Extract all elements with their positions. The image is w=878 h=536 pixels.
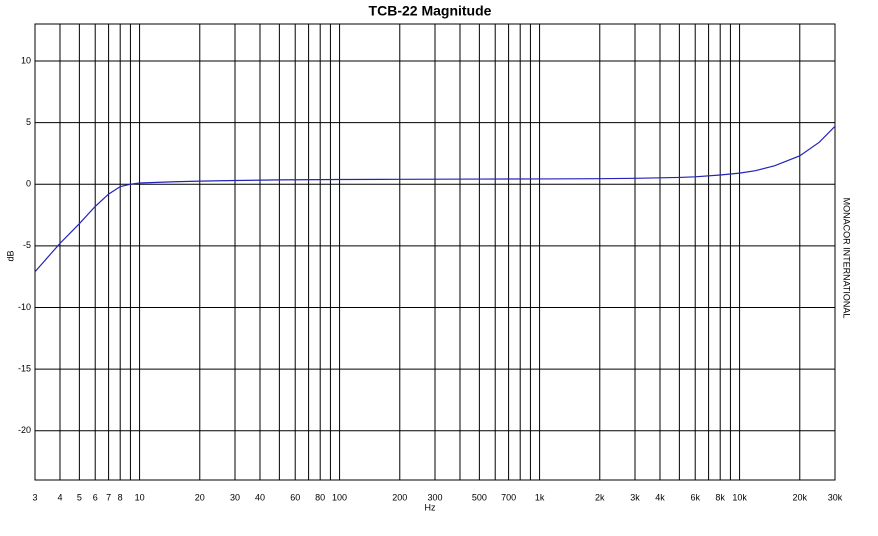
x-tick-label: 10	[135, 492, 145, 502]
y-tick-label: 0	[26, 179, 31, 189]
plot-frame	[34, 23, 836, 481]
x-tick-label: 8	[118, 492, 123, 502]
y-axis-label: dB	[5, 250, 15, 261]
x-tick-label: 80	[315, 492, 325, 502]
x-tick-label: 6k	[690, 492, 700, 502]
x-tick-label: 60	[290, 492, 300, 502]
chart-title: TCB-22 Magnitude	[369, 3, 492, 19]
y-tick-label: -20	[18, 425, 31, 435]
y-tick-label: -5	[23, 240, 31, 250]
x-tick-label: 7	[106, 492, 111, 502]
x-tick-label: 40	[255, 492, 265, 502]
y-tick-label: 10	[21, 55, 31, 65]
x-tick-label: 30k	[828, 492, 843, 502]
x-tick-label: 100	[332, 492, 347, 502]
x-tick-label: 20	[195, 492, 205, 502]
x-tick-label: 20k	[793, 492, 808, 502]
x-tick-label: 700	[501, 492, 516, 502]
x-tick-label: 3	[32, 492, 37, 502]
x-tick-label: 10k	[732, 492, 747, 502]
x-tick-label: 8k	[715, 492, 725, 502]
x-tick-label: 3k	[630, 492, 640, 502]
side-text: MONACOR INTERNATIONAL	[842, 198, 852, 319]
x-axis-label: Hz	[425, 502, 436, 512]
data-line	[34, 125, 836, 273]
x-tick-label: 2k	[595, 492, 605, 502]
x-tick-label: 6	[93, 492, 98, 502]
x-tick-label: 4k	[655, 492, 665, 502]
x-tick-label: 30	[230, 492, 240, 502]
x-tick-label: 1k	[535, 492, 545, 502]
x-tick-label: 200	[392, 492, 407, 502]
x-tick-label: 4	[57, 492, 62, 502]
x-tick-label: 500	[472, 492, 487, 502]
y-tick-label: 5	[26, 117, 31, 127]
y-tick-label: -10	[18, 302, 31, 312]
x-tick-label: 5	[77, 492, 82, 502]
y-tick-label: -15	[18, 363, 31, 373]
x-tick-label: 300	[427, 492, 442, 502]
